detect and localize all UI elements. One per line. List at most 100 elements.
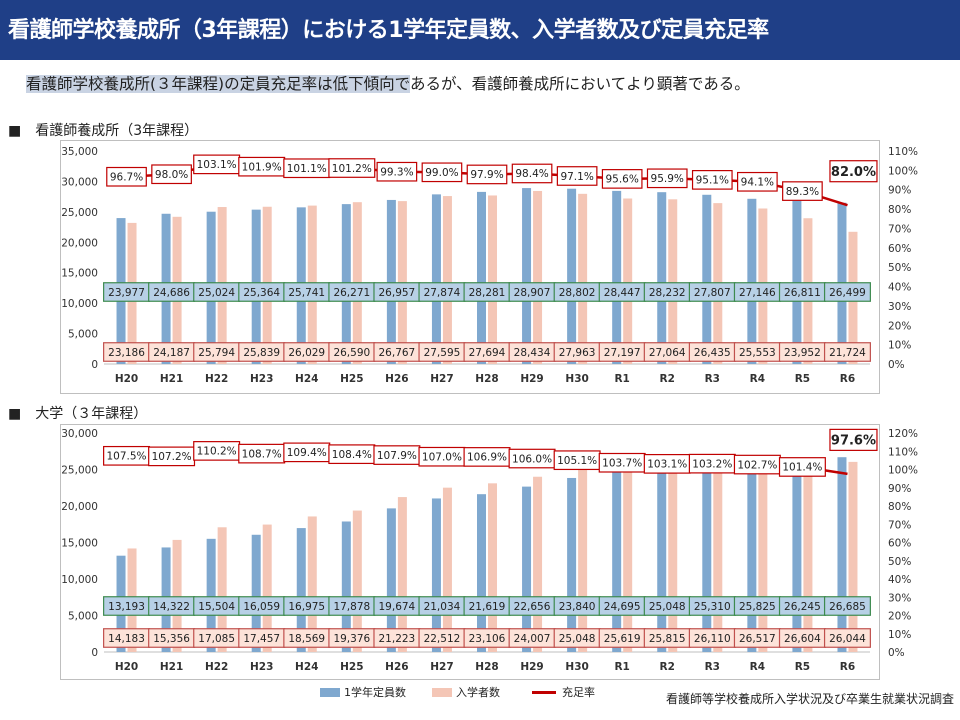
rate-data-label-nursing: 95.1% (696, 175, 729, 187)
bar-capacity-nursing (657, 192, 667, 364)
x-tick-label-univ: H25 (340, 661, 363, 673)
enrollees-data-label-nursing: 27,595 (424, 347, 461, 359)
rate-data-label-univ: 103.1% (647, 459, 687, 471)
capacity-data-label-univ: 16,059 (243, 601, 280, 613)
rate-data-label-univ: 107.5% (107, 451, 147, 463)
x-tick-label-univ: H20 (115, 661, 138, 673)
x-tick-label-univ: R3 (705, 661, 720, 673)
rate-data-label-nursing: 103.1% (197, 159, 237, 171)
enrollees-data-label-nursing: 25,839 (243, 347, 280, 359)
rate-data-label-univ-box (778, 457, 826, 477)
enrollees-data-label-nursing: 25,794 (198, 347, 235, 359)
rate-data-label-nursing: 82.0% (831, 165, 876, 180)
enrollees-data-label-nursing: 26,767 (379, 347, 416, 359)
rate-data-label-nursing-box (421, 162, 463, 183)
bar-capacity-univ (747, 463, 757, 652)
capacity-data-label-univ: 26,685 (829, 601, 866, 613)
enrollees-data-label-univ: 26,517 (739, 633, 776, 645)
rate-data-label-univ: 106.9% (467, 452, 507, 464)
enrollees-data-label-univ: 17,085 (198, 633, 235, 645)
y-tick-label-nursing: 25,000 (61, 207, 98, 219)
capacity-data-label-nursing: 28,907 (514, 287, 551, 299)
y2-tick-label-nursing: 10% (888, 340, 911, 352)
subtitle: 看護師学校養成所(３年課程)の定員充足率は低下傾向であるが、看護師養成所において… (26, 72, 750, 94)
subtitle-rest: あるが、看護師養成所においてより顕著である。 (409, 75, 750, 93)
bar-capacity-univ (792, 460, 802, 652)
rate-data-label-nursing-box (511, 163, 553, 184)
enrollees-data-label-univ: 22,512 (424, 633, 461, 645)
y2-tick-label-univ: 20% (888, 611, 911, 623)
bar-capacity-univ (386, 508, 396, 652)
capacity-data-label-nursing: 27,146 (739, 287, 776, 299)
enrollees-data-label-nursing: 27,064 (649, 347, 686, 359)
page-title: 看護師学校養成所（3年課程）における1学年定員数、入学者数及び定員充足率 (8, 18, 769, 43)
x-tick-label-univ: H27 (430, 661, 453, 673)
x-tick-label-nursing: H22 (205, 373, 228, 385)
y2-tick-label-nursing: 90% (888, 185, 911, 197)
bar-capacity-univ (206, 538, 216, 652)
bar-enrollees-univ (578, 469, 588, 652)
enrollees-data-label-univ: 26,604 (784, 633, 821, 645)
bar-enrollees-nursing (442, 196, 452, 364)
x-tick-label-nursing: H24 (295, 373, 318, 385)
rate-data-label-nursing-box (376, 161, 418, 182)
bar-capacity-nursing (747, 198, 757, 364)
y2-tick-label-nursing: 50% (888, 262, 911, 274)
enrollees-data-label-univ: 25,815 (649, 633, 686, 645)
source-note: 看護師等学校養成所入学状況及び卒業生就業状況調査 (665, 692, 954, 706)
bar-capacity-nursing (567, 188, 577, 364)
bar-enrollees-univ (262, 524, 272, 652)
y-tick-label-nursing: 10,000 (61, 298, 98, 310)
rate-data-label-nursing: 95.6% (605, 174, 638, 186)
capacity-data-label-univ: 14,322 (153, 601, 190, 613)
bar-enrollees-nursing (533, 190, 543, 364)
rate-data-label-nursing-box (556, 166, 598, 186)
legend-item-enrollees: 入学者数 (432, 684, 500, 700)
y2-tick-label-univ: 40% (888, 574, 911, 586)
rate-data-label-nursing-box (782, 181, 823, 201)
bar-capacity-univ (431, 498, 441, 652)
capacity-data-label-univ: 25,825 (739, 601, 776, 613)
legend-item-rate: 充足率 (532, 684, 595, 700)
x-tick-label-nursing: H30 (565, 373, 588, 385)
capacity-data-label-univ: 23,840 (559, 601, 596, 613)
bar-enrollees-univ (172, 539, 182, 652)
rate-data-label-nursing-box (328, 158, 376, 178)
rate-data-label-nursing: 98.4% (515, 168, 548, 180)
enrollees-data-label-nursing: 27,197 (604, 347, 641, 359)
rate-data-label-nursing: 101.1% (287, 163, 327, 175)
rate-data-label-univ: 97.6% (831, 434, 876, 449)
bar-capacity-nursing (612, 190, 622, 364)
capacity-data-label-nursing: 28,281 (469, 287, 506, 299)
y-tick-label-univ: 30,000 (61, 428, 98, 440)
y2-tick-label-univ: 110% (888, 446, 918, 458)
rate-data-label-nursing: 99.3% (380, 166, 413, 178)
bar-enrollees-univ (352, 510, 362, 652)
y-tick-label-univ: 0 (91, 647, 98, 659)
bar-enrollees-nursing (668, 199, 678, 364)
capacity-data-label-univ: 24,695 (604, 601, 641, 613)
rate-data-label-univ: 109.4% (287, 447, 327, 459)
rate-data-label-nursing: 101.2% (332, 163, 372, 175)
bar-enrollees-univ (758, 458, 768, 652)
bar-enrollees-nursing (488, 195, 497, 364)
capacity-data-label-univ: 16,975 (288, 601, 325, 613)
rate-data-label-nursing: 89.3% (786, 186, 819, 198)
bar-enrollees-univ (848, 461, 858, 652)
bar-capacity-univ (567, 477, 577, 652)
x-tick-label-univ: R1 (614, 661, 629, 673)
bar-capacity-univ (296, 528, 306, 652)
y-tick-label-nursing: 15,000 (61, 268, 98, 280)
x-tick-label-univ: H24 (295, 661, 318, 673)
x-tick-label-nursing: H25 (340, 373, 363, 385)
rate-data-label-nursing-box (737, 171, 778, 192)
capacity-data-label-univ: 21,034 (424, 601, 461, 613)
x-tick-label-nursing: H26 (385, 373, 408, 385)
rate-data-label-nursing: 98.0% (155, 169, 188, 181)
enrollees-data-label-univ: 17,457 (243, 633, 280, 645)
rate-data-label-nursing-box (829, 160, 878, 183)
rate-data-label-univ: 103.2% (692, 458, 732, 470)
rate-data-label-nursing-box (466, 164, 508, 185)
enrollees-data-label-univ: 23,106 (469, 633, 506, 645)
capacity-data-label-nursing: 28,802 (559, 287, 596, 299)
